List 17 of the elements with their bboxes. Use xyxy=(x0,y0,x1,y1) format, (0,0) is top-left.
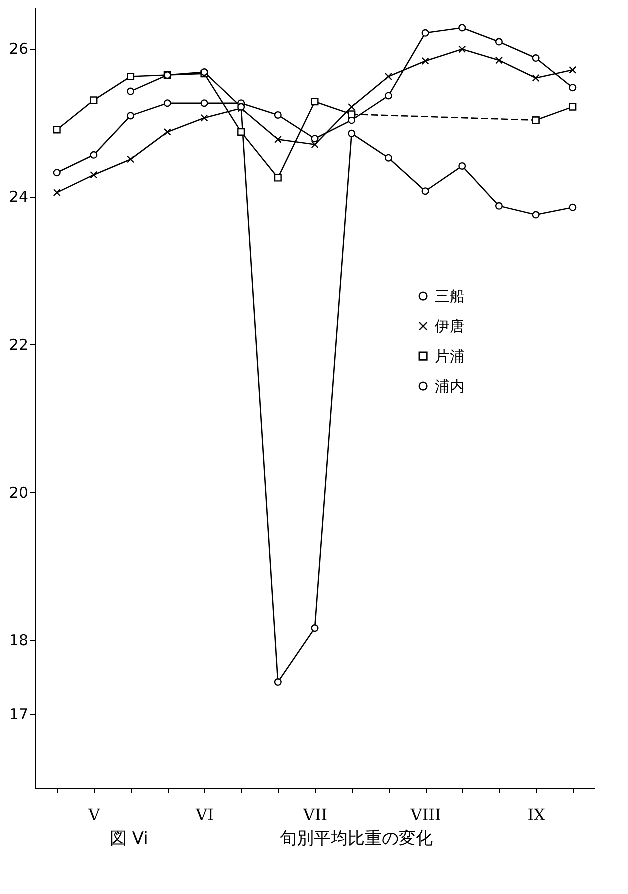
y-tick-label: 22 xyxy=(9,336,28,354)
x-tick-label: IX xyxy=(528,806,546,824)
legend-label: 片浦 xyxy=(434,347,465,366)
legend-label: 伊唐 xyxy=(434,317,465,336)
x-tick-label: V xyxy=(88,806,101,824)
x-tick-label: VIII xyxy=(410,806,442,824)
x-tick-label: VI xyxy=(195,806,214,824)
y-tick-label: 24 xyxy=(9,188,28,206)
y-tick-label: 18 xyxy=(9,632,28,650)
y-tick-label: 17 xyxy=(9,706,28,724)
text: 図 Vi xyxy=(109,828,150,850)
y-tick-label: 26 xyxy=(9,40,28,58)
y-tick-label: 20 xyxy=(9,484,28,502)
x-tick-label: VII xyxy=(302,806,328,824)
legend-label: 三船 xyxy=(434,287,465,306)
legend-label: 浦内 xyxy=(434,377,465,396)
text: 旬別平均比重の変化 xyxy=(280,828,433,850)
